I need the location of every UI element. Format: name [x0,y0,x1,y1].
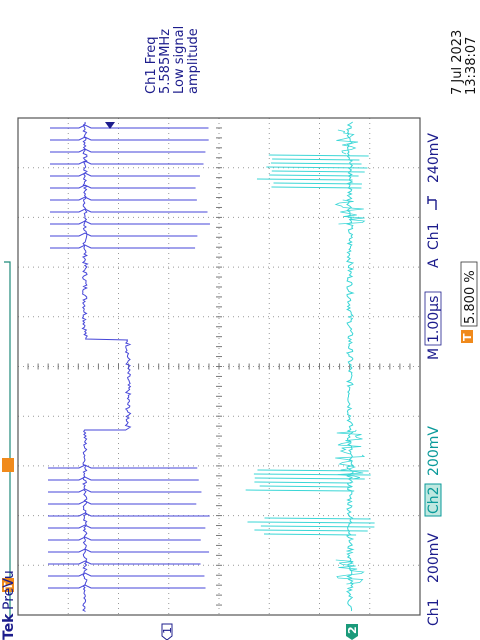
measurement-note: amplitude [186,28,201,94]
noise-burst [336,129,359,155]
trigger-position-icon [461,330,473,343]
burst [259,485,352,488]
spike [48,536,201,541]
spike [48,524,206,529]
spike [50,148,206,153]
ch1-scale: 200mV [426,533,442,583]
burst [260,525,375,528]
timebase-label: M [426,348,442,360]
burst [263,533,357,536]
trigger-cursor-top [2,458,14,472]
spike [50,184,196,189]
spike [48,548,210,553]
spike [50,160,204,165]
burst [272,158,360,161]
burst [254,477,365,480]
ch1-marker-box [161,623,173,640]
ch1-trace [81,121,132,612]
trigger-source: Ch1 [426,222,442,250]
burst [264,517,371,520]
burst [245,489,355,492]
channel-marker: 2 [346,626,359,634]
ch2-marker-box [346,624,358,640]
trigger-position-marker: T [461,333,474,341]
measurement-value: 5.585MHz [158,29,173,94]
spike [48,560,201,565]
spike [50,244,196,249]
burst [256,178,353,181]
spike [50,232,198,237]
ch2-trace [345,121,355,612]
spike [48,488,202,493]
date: 7 Jul 2023 [450,30,465,95]
ch1-label: Ch1 [426,598,442,626]
burst [271,170,365,173]
burst [273,182,362,185]
noise-burst [335,559,365,585]
burst [254,481,352,484]
brand: Tek [1,613,17,640]
burst [268,154,369,157]
burst [253,473,371,476]
record-bracket [4,261,11,621]
channel-marker: 1 [161,627,174,634]
timebase-box [424,291,442,346]
measurement-title: Ch1 Freq [144,36,159,94]
spike [50,220,210,225]
burst [254,529,368,532]
spike [50,208,208,213]
trigger-position: 5.800 % [463,270,478,324]
trigger-level: 240mV [426,133,442,183]
trigger-slope [427,196,437,210]
spike [50,136,209,141]
trigger-position-box [460,261,478,327]
timebase: 1.00µs [426,296,442,343]
cursor-marker: T [2,582,15,590]
burst [266,166,368,169]
noise-burst [336,429,363,455]
burst [269,174,359,177]
burst [271,186,362,189]
noise-burst [335,454,366,480]
trigger-level-arrow [105,122,115,129]
spike [48,584,206,589]
spike [48,512,210,517]
measurement-note: Low signal [172,26,187,94]
trigger-label: A [426,258,442,268]
mode: PreVu [1,570,17,610]
time: 13:38:07 [464,37,479,95]
burst [247,521,375,524]
noise-burst [334,199,366,225]
spike [50,196,197,201]
spike [48,500,197,505]
spike [48,476,199,481]
waveforms [48,121,375,612]
burst [270,162,362,165]
spike [48,464,198,469]
trigger-cursor [2,578,14,592]
ch2-label: Ch2 [426,486,442,514]
spike [50,124,209,129]
ch2-label-box [424,483,442,517]
spike [50,172,200,177]
ch2-scale: 200mV [426,426,442,476]
spike [48,572,205,577]
graticule-border [17,117,421,616]
